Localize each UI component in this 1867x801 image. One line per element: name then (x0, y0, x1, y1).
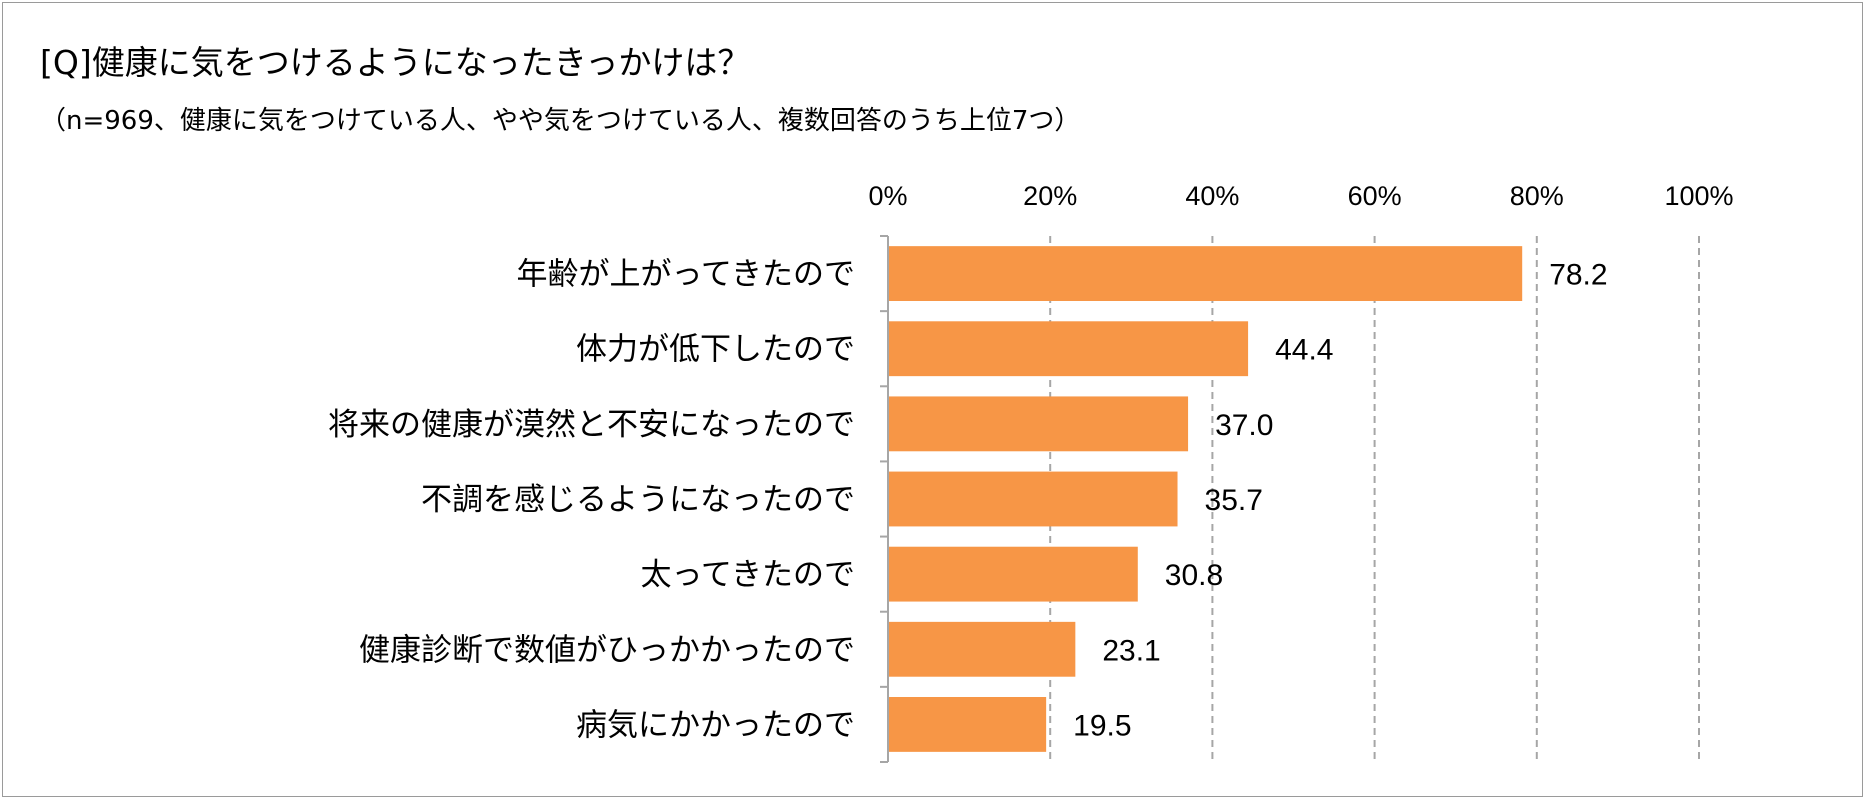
category-label: 不調を感じるようになったので (421, 482, 855, 518)
data-label: 78.2 (1549, 259, 1607, 292)
bar (888, 697, 1047, 752)
chart-title: [Q]健康に気をつけるようになったきっかけは？ (40, 43, 751, 82)
bar (888, 246, 1523, 301)
category-label: 体力が低下したので (576, 332, 855, 368)
tick-label: 40% (1185, 181, 1239, 211)
data-label: 23.1 (1102, 634, 1160, 667)
category-label: 病気にかかったので (576, 707, 855, 743)
data-label: 37.0 (1215, 409, 1273, 442)
category-label: 年齢が上がってきたので (516, 257, 855, 293)
bar (888, 321, 1249, 377)
labels: 0% 20% 40% 60% 80% 100% 年齢が上がってきたので 78.2 体力が低下した… (328, 181, 1734, 743)
bars (888, 246, 1523, 752)
bar (888, 621, 1076, 677)
category-label: 太ってきたので (640, 557, 855, 593)
chart-subtitle: （n=969、健康に気をつけている人、やや気をつけている人、複数回答のうち上位7… (40, 106, 1081, 136)
tick-label: 0% (868, 181, 907, 211)
category-label: 健康診断で数値がひっかかったので (359, 632, 855, 668)
data-label: 35.7 (1205, 484, 1263, 517)
bar (888, 546, 1138, 602)
category-label: 将来の健康が漠然と不安になったので (328, 407, 855, 443)
tick-label: 60% (1348, 181, 1402, 211)
tick-label: 100% (1664, 181, 1733, 211)
axes (880, 235, 889, 763)
bar (888, 471, 1178, 527)
data-label: 44.4 (1275, 334, 1333, 367)
tick-label: 80% (1510, 181, 1564, 211)
data-label: 19.5 (1073, 709, 1131, 742)
tick-label: 20% (1023, 181, 1077, 211)
data-label: 30.8 (1165, 559, 1223, 592)
bar (888, 396, 1189, 452)
